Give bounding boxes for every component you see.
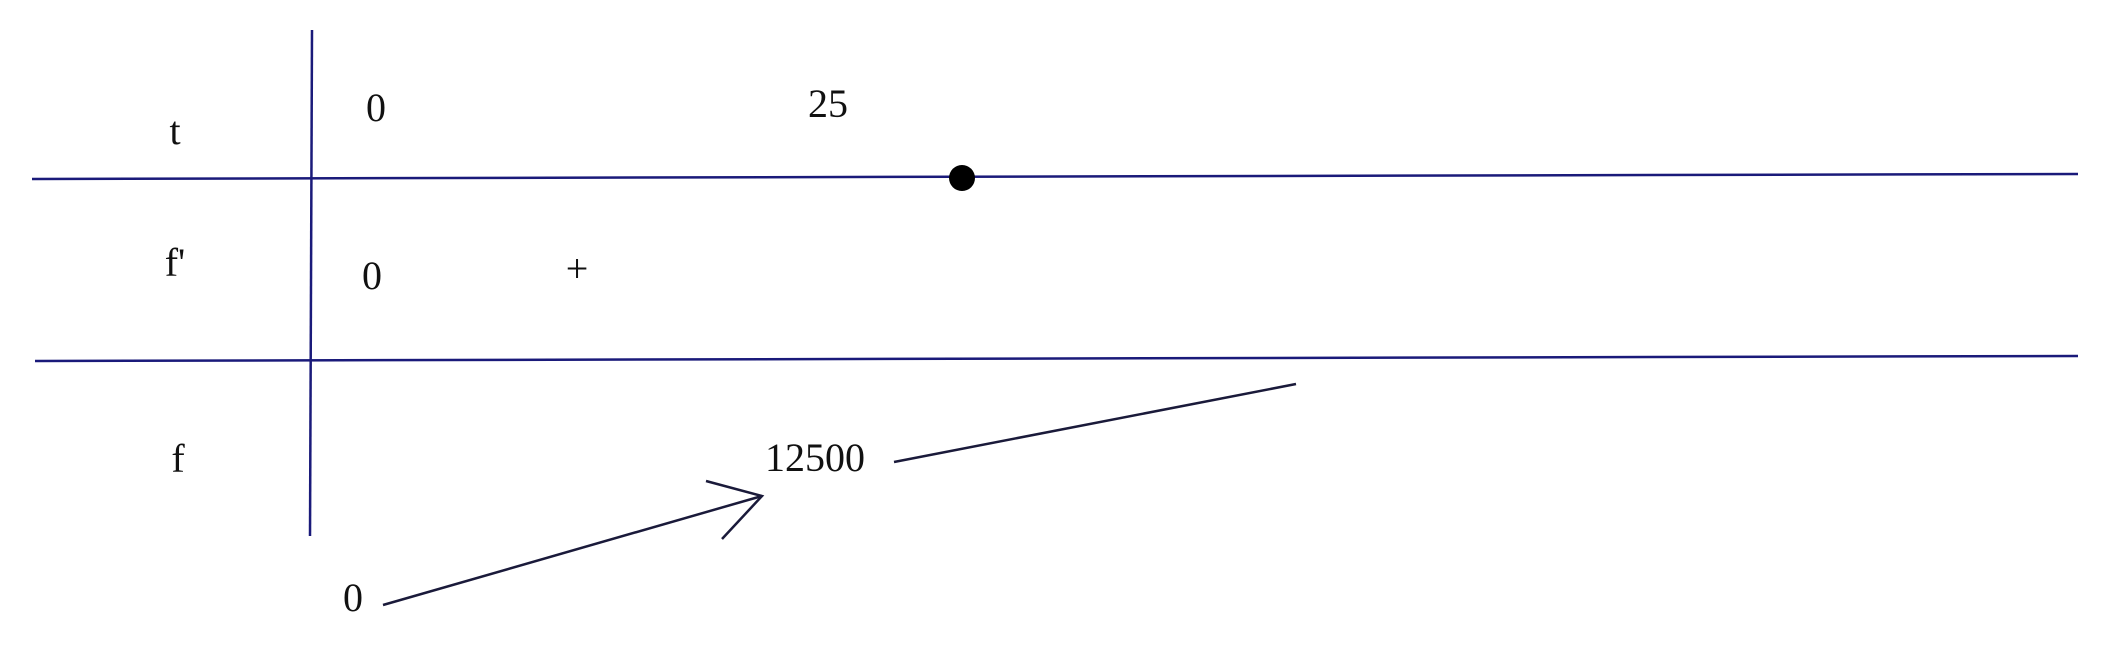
point-marker — [949, 165, 975, 191]
function-value: 0 — [343, 575, 363, 620]
t-value: 25 — [808, 81, 848, 126]
row-label: f' — [165, 240, 186, 285]
derivative-value: 0 — [362, 253, 382, 298]
row-label: f — [171, 436, 185, 481]
vertical-separator — [308, 29, 314, 537]
t-value: 0 — [366, 85, 386, 130]
row-separator — [31, 172, 2079, 181]
function-value: 12500 — [765, 435, 865, 480]
increase-arrow — [382, 494, 763, 607]
derivative-sign: + — [566, 246, 589, 291]
row-separator — [34, 354, 2079, 363]
arrow-head — [705, 479, 765, 540]
continuation-line — [893, 382, 1297, 464]
row-label: t — [169, 108, 180, 153]
